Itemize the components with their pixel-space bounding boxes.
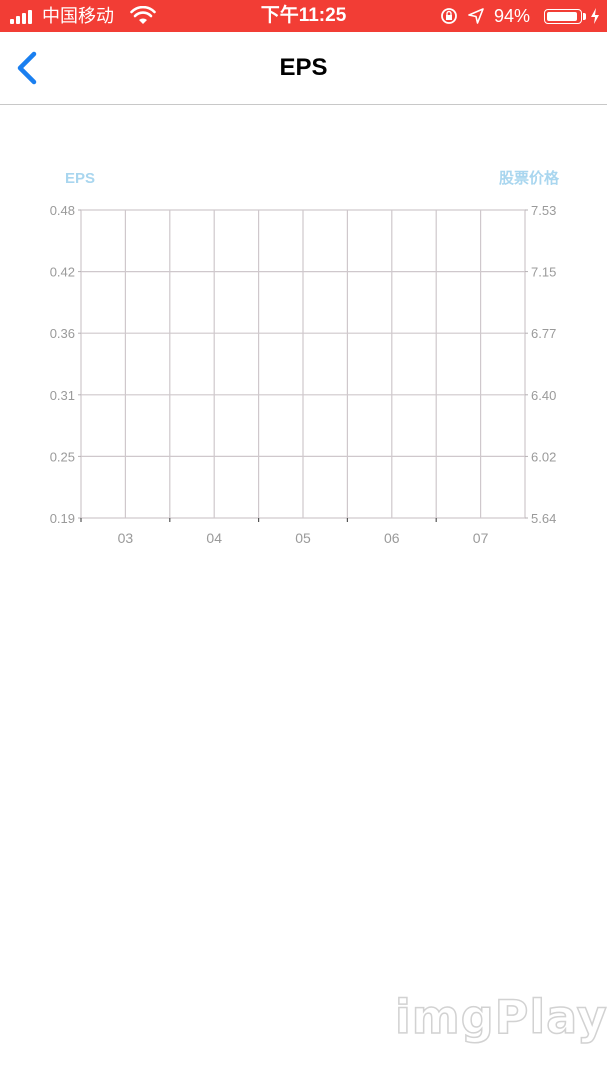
battery-tip: [583, 13, 586, 20]
right-tick-label: 7.15: [531, 265, 556, 280]
carrier-name: 中国移动: [42, 6, 114, 26]
left-tick-label: 0.19: [50, 511, 75, 526]
x-category-label: 04: [206, 530, 222, 546]
battery-icon: [544, 9, 582, 24]
page-title: EPS: [279, 54, 328, 81]
right-tick-label: 6.40: [531, 388, 556, 403]
left-tick-label: 0.36: [50, 326, 75, 341]
watermark-logo: imgPlay: [394, 989, 607, 1045]
chevron-left-icon: [17, 51, 37, 85]
status-time: 下午11:25: [260, 5, 347, 26]
right-tick-label: 5.64: [531, 511, 556, 526]
back-button[interactable]: [8, 48, 48, 88]
chart-canvas: 0.48 7.53 0.42 7.15 0.36 6.77 0.31 6.40 0.25 6.02…: [50, 169, 560, 546]
cellular-signal-icon: [10, 8, 32, 24]
left-tick-label: 0.42: [50, 265, 75, 280]
right-tick-label: 6.02: [531, 449, 556, 464]
x-category-label: 05: [295, 530, 311, 546]
left-axis-legend: EPS: [65, 170, 95, 187]
right-tick-label: 7.53: [531, 203, 556, 218]
location-arrow-icon: [468, 8, 484, 24]
x-category-label: 07: [473, 530, 489, 546]
x-category-label: 06: [384, 530, 400, 546]
right-axis-legend: 股票价格: [499, 169, 560, 187]
left-tick-label: 0.48: [50, 203, 75, 218]
eps-chart: 0.48 7.53 0.42 7.15 0.36 6.77 0.31 6.40 0.25 6.02…: [0, 150, 607, 560]
x-category-label: 03: [118, 530, 134, 546]
right-tick-label: 6.77: [531, 326, 556, 341]
battery-percent: 94%: [494, 6, 531, 26]
charging-bolt-icon: [591, 8, 599, 24]
navigation-bar: EPS: [0, 32, 607, 105]
rotation-lock-icon: [441, 8, 457, 24]
left-tick-label: 0.25: [50, 449, 75, 464]
wifi-icon: [130, 6, 156, 24]
left-tick-label: 0.31: [50, 388, 75, 403]
status-bar: 中国移动 下午11:25 94%: [0, 0, 607, 32]
